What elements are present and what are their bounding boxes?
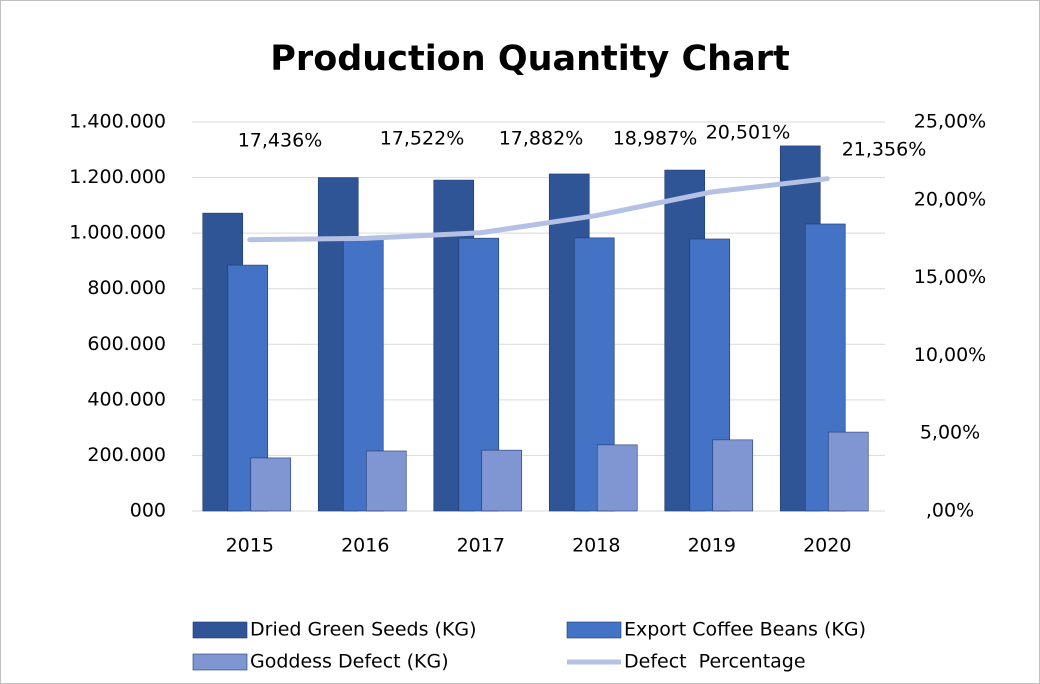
y-tick-label: 1.400.000 bbox=[69, 111, 166, 133]
bar bbox=[481, 449, 523, 512]
legend-label: Defect Percentage bbox=[624, 651, 806, 673]
y-tick-label: 200.000 bbox=[87, 444, 166, 466]
x-tick-label: 2019 bbox=[688, 535, 736, 557]
data-label: 17,882% bbox=[499, 128, 584, 150]
data-label: 17,436% bbox=[238, 130, 323, 152]
bar bbox=[596, 444, 638, 512]
x-tick-label: 2015 bbox=[226, 535, 274, 557]
bar bbox=[573, 237, 615, 512]
bar bbox=[365, 450, 407, 512]
legend-swatch bbox=[192, 621, 248, 639]
y2-tick-label: 10,00% bbox=[914, 344, 986, 366]
y-tick-label: 1.000.000 bbox=[69, 222, 166, 244]
y-tick-label: 400.000 bbox=[87, 388, 166, 410]
bar bbox=[827, 431, 869, 512]
data-label: 21,356% bbox=[842, 139, 927, 161]
data-label: 20,501% bbox=[706, 122, 791, 144]
legend-label: Goddess Defect (KG) bbox=[250, 651, 449, 673]
y-tick-label: 800.000 bbox=[87, 277, 166, 299]
legend-swatch bbox=[192, 653, 248, 671]
y-tick-label: 600.000 bbox=[87, 333, 166, 355]
y2-tick-label: ,00% bbox=[926, 500, 974, 522]
y-tick-label: 000 bbox=[130, 500, 166, 522]
legend-label: Dried Green Seeds (KG) bbox=[250, 619, 477, 641]
line bbox=[247, 176, 830, 243]
data-label: 17,522% bbox=[380, 128, 465, 150]
y2-tick-label: 5,00% bbox=[920, 422, 980, 444]
x-tick-label: 2016 bbox=[341, 535, 389, 557]
data-label: 18,987% bbox=[613, 128, 698, 150]
y2-tick-label: 15,00% bbox=[914, 266, 986, 288]
y2-tick-label: 20,00% bbox=[914, 188, 986, 210]
bar bbox=[712, 439, 754, 512]
chart-title: Production Quantity Chart bbox=[270, 39, 789, 79]
y-tick-label: 1.200.000 bbox=[69, 166, 166, 188]
legend-label: Export Coffee Beans (KG) bbox=[624, 619, 866, 641]
x-tick-label: 2018 bbox=[572, 535, 620, 557]
x-tick-label: 2020 bbox=[803, 535, 851, 557]
x-tick-label: 2017 bbox=[457, 535, 505, 557]
legend-swatch bbox=[566, 621, 622, 639]
bar bbox=[250, 457, 292, 512]
y2-tick-label: 25,00% bbox=[914, 111, 986, 133]
